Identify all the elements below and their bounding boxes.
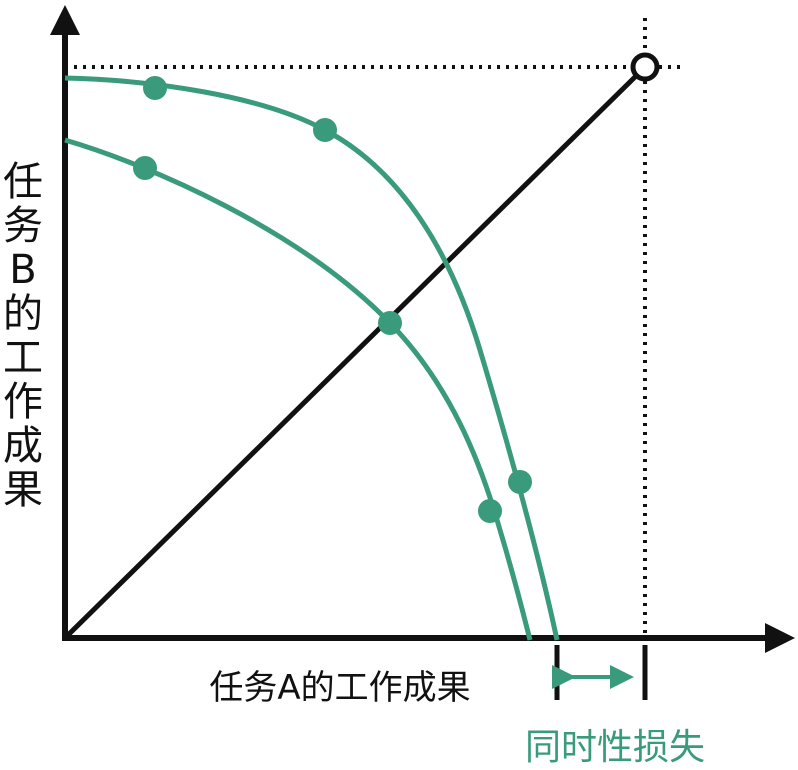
point — [143, 76, 167, 100]
point — [478, 499, 502, 523]
axis-arrow — [765, 623, 795, 653]
inner-curve — [64, 137, 533, 641]
outer-curve — [64, 75, 560, 641]
ideal-point — [630, 52, 660, 82]
point — [508, 470, 532, 494]
annotation: 同时性损失 — [524, 727, 705, 768]
point — [313, 118, 337, 142]
point — [378, 311, 402, 335]
point — [133, 156, 157, 180]
y-axis-label: 任务B的工作成果 — [3, 159, 43, 513]
diagonal — [63, 72, 640, 640]
x-axis-label: 任务A的工作成果 — [209, 668, 471, 708]
axis-arrow — [50, 5, 80, 35]
